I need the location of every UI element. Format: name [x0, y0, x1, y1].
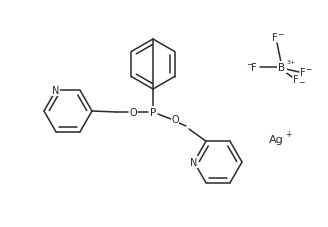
- Text: O: O: [129, 108, 137, 118]
- Text: −: −: [298, 78, 304, 87]
- Text: F: F: [251, 63, 257, 73]
- Text: F: F: [293, 75, 299, 85]
- Text: −: −: [246, 60, 252, 69]
- Text: B: B: [278, 63, 286, 73]
- Text: O: O: [171, 114, 179, 124]
- Text: N: N: [52, 86, 60, 96]
- Text: −: −: [305, 65, 311, 74]
- Text: +: +: [285, 130, 291, 139]
- Text: 3+: 3+: [287, 59, 296, 64]
- Text: N: N: [190, 157, 198, 167]
- Text: P: P: [150, 108, 156, 118]
- Text: Ag: Ag: [269, 134, 284, 144]
- Text: −: −: [277, 30, 283, 39]
- Text: F: F: [272, 33, 278, 43]
- Text: F: F: [300, 68, 306, 78]
